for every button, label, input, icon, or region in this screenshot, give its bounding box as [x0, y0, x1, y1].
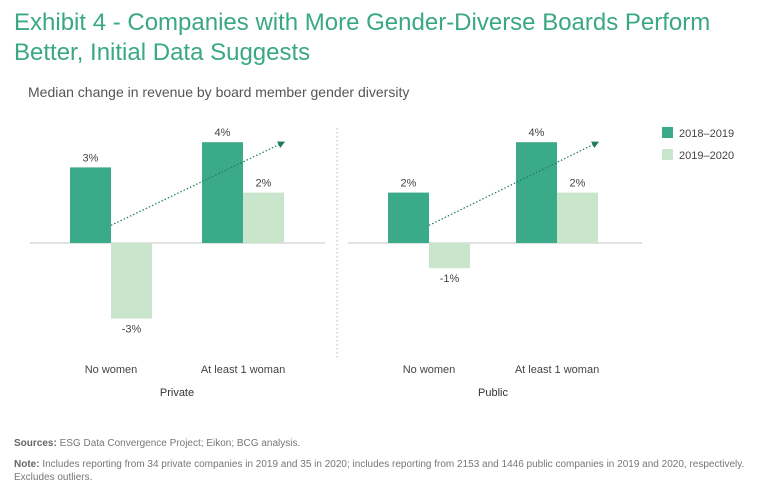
sources-label: Sources:	[14, 438, 57, 449]
legend-label: 2019–2020	[679, 150, 734, 162]
sources-text: ESG Data Convergence Project; Eikon; BCG…	[59, 438, 301, 449]
legend-swatch-series1	[662, 127, 673, 138]
legend-swatch-series2	[662, 149, 673, 160]
category-label: At least 1 woman	[515, 364, 599, 376]
bar-public-at-least-1-woman-series2	[557, 192, 598, 243]
bar-private-at-least-1-woman-series2	[243, 192, 284, 243]
sources-footnote: Sources: ESG Data Convergence Project; E…	[14, 437, 749, 450]
data-label: 2%	[256, 178, 272, 190]
panel-label-public: Public	[478, 387, 508, 399]
chart-title: Exhibit 4 - Companies with More Gender-D…	[14, 9, 711, 66]
panel-label-private: Private	[160, 387, 194, 399]
bar-private-no-women-series1	[70, 167, 111, 243]
legend-label: 2018–2019	[679, 128, 734, 140]
bar-private-no-women-series2	[111, 243, 152, 319]
bar-public-at-least-1-woman-series1	[516, 142, 557, 243]
category-label: At least 1 woman	[201, 364, 285, 376]
data-label: 3%	[83, 152, 99, 164]
data-label: -1%	[440, 273, 460, 285]
data-label: 2%	[401, 178, 417, 190]
data-label: 2%	[570, 178, 586, 190]
bar-public-no-women-series1	[388, 192, 429, 243]
data-label: -3%	[122, 324, 142, 336]
bar-private-at-least-1-woman-series1	[202, 142, 243, 243]
trend-arrow	[110, 141, 286, 226]
data-label: 4%	[215, 127, 231, 139]
bar-public-no-women-series2	[429, 243, 470, 269]
chart-subtitle: Median change in revenue by board member…	[28, 84, 410, 100]
note-text: Includes reporting from 34 private compa…	[14, 459, 745, 483]
note-label: Note:	[14, 459, 40, 470]
category-label: No women	[403, 364, 456, 376]
category-label: No women	[85, 364, 138, 376]
note-footnote: Note: Includes reporting from 34 private…	[14, 458, 749, 484]
data-label: 4%	[529, 127, 545, 139]
